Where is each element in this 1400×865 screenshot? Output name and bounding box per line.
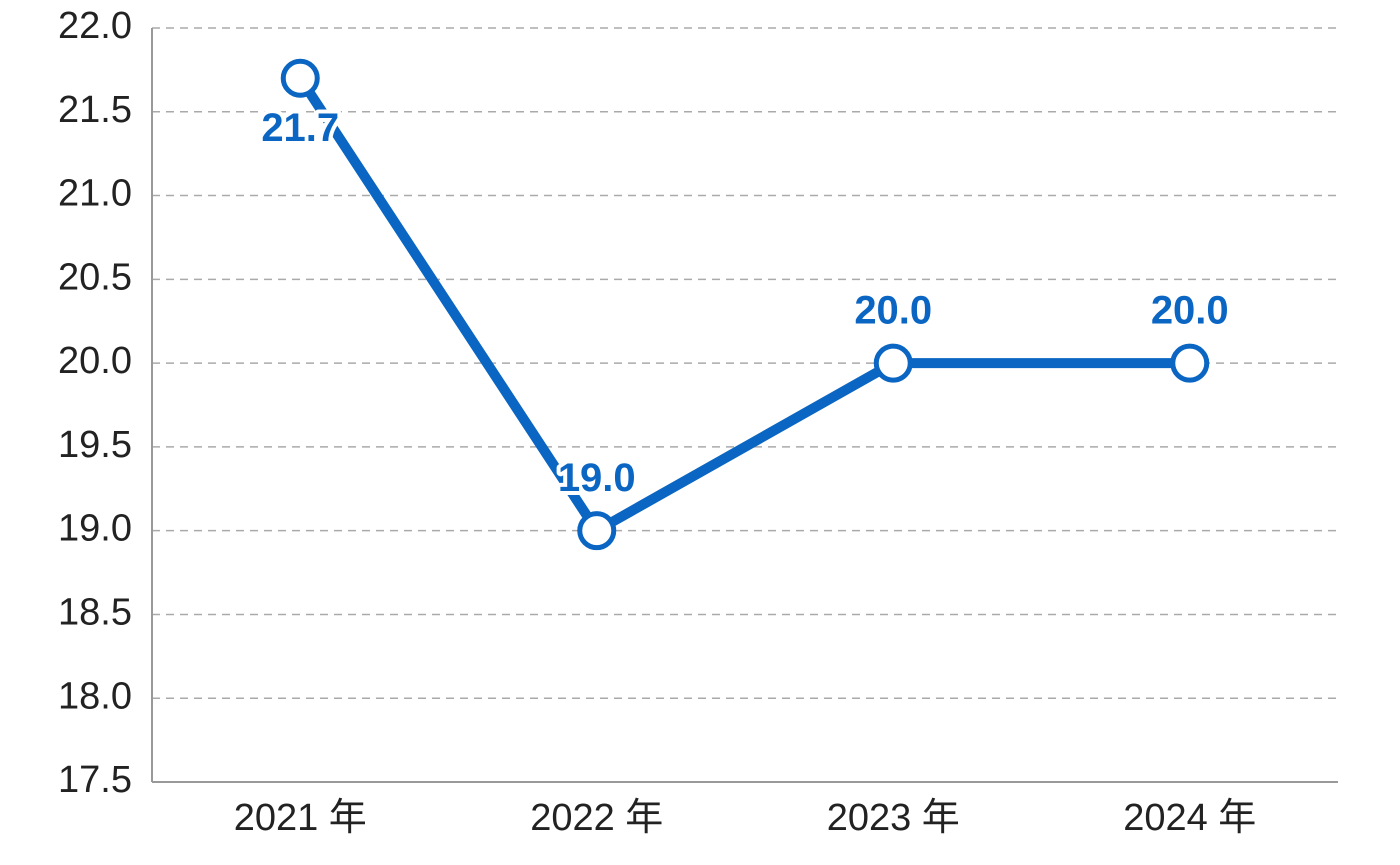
value-label: 21.7 [261, 106, 339, 150]
value-label: 20.0 [854, 289, 932, 333]
y-tick-label: 20.0 [58, 340, 132, 382]
y-tick-label: 19.5 [58, 424, 132, 466]
line [296, 75, 1190, 536]
y-tick-label: 21.0 [58, 173, 132, 215]
value-label: 20.0 [1151, 289, 1229, 333]
x-tick-label: 2024 年 [1123, 797, 1256, 839]
point [1170, 343, 1210, 383]
value-label: 19.0 [558, 456, 636, 500]
y-tick-label: 17.5 [58, 759, 132, 801]
y-tick-label: 18.5 [58, 591, 132, 633]
point [577, 511, 617, 551]
x-tick-label: 2023 年 [827, 797, 960, 839]
y-tick-label: 18.0 [58, 675, 132, 717]
y-tick-label: 22.0 [58, 5, 132, 47]
y-tick-label: 19.0 [58, 508, 132, 550]
x-tick-label: 2021 年 [234, 797, 367, 839]
x-tick-label: 2022 年 [530, 797, 663, 839]
y-tick-label: 20.5 [58, 256, 132, 298]
y-tick-label: 21.5 [58, 89, 132, 131]
point [280, 58, 320, 98]
point [873, 343, 913, 383]
